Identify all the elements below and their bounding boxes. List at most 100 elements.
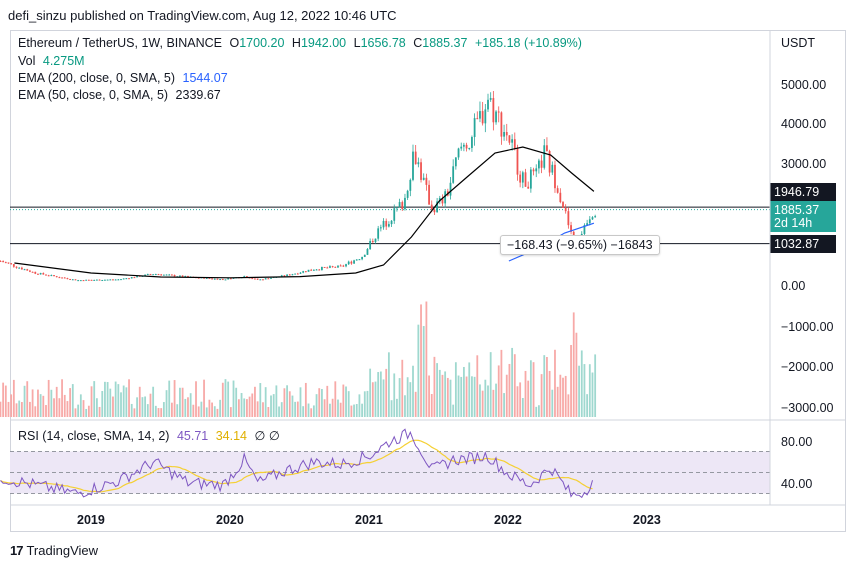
volume-bar — [350, 405, 353, 417]
candle-body — [10, 263, 13, 265]
candle-body — [213, 278, 216, 280]
candle-body — [511, 139, 514, 143]
volume-bar — [213, 406, 216, 417]
x-label-2021: 2021 — [355, 513, 383, 527]
volume-bar — [162, 402, 165, 417]
legend-vol-value: 4.275M — [42, 54, 85, 68]
candle-body — [540, 160, 543, 168]
volume-bar — [559, 374, 562, 417]
volume-bar — [229, 407, 232, 417]
volume-bar — [578, 365, 580, 417]
candle-body — [101, 280, 104, 282]
candle-body — [90, 279, 93, 281]
volume-bar — [430, 394, 433, 417]
volume-bar — [460, 376, 463, 417]
volume-bar — [516, 386, 519, 417]
candle-body — [117, 279, 120, 281]
legend-rsi-label[interactable]: RSI (14, close, SMA, 14, 2) — [18, 429, 170, 443]
candle-body — [495, 111, 497, 123]
candle-body — [125, 278, 128, 280]
legend-ema200-label[interactable]: EMA (200, close, 0, SMA, 5) — [18, 71, 176, 85]
volume-bar — [125, 387, 128, 417]
candle-body — [398, 202, 401, 208]
volume-bar — [294, 401, 297, 417]
volume-bar — [487, 385, 489, 417]
candle-body — [457, 148, 460, 158]
candle-body — [594, 216, 597, 218]
upper-line-badge: 1946.79 — [770, 183, 836, 201]
legend-ema200-value: 1544.07 — [182, 71, 228, 85]
volume-bar — [39, 394, 42, 417]
candle-body — [462, 144, 465, 147]
candle-body — [524, 172, 527, 187]
legend-symbol[interactable]: Ethereum / TetherUS, 1W, BINANCE — [18, 36, 223, 50]
candle-body — [310, 269, 313, 271]
candle-body — [347, 261, 350, 265]
candle-body — [87, 279, 90, 281]
tradingview-footer[interactable]: 17 TradingView — [10, 543, 98, 558]
volume-bar — [278, 406, 280, 417]
candle-body — [294, 273, 297, 275]
volume-bar — [58, 398, 61, 417]
volume-bar — [20, 402, 23, 417]
candle-body — [299, 272, 302, 274]
volume-bar — [444, 371, 447, 417]
candle-body — [23, 269, 26, 271]
candle-body — [63, 277, 66, 279]
candle-body — [548, 150, 551, 173]
legend-ema50-label[interactable]: EMA (50, close, 0, SMA, 5) — [18, 88, 169, 102]
volume-bar — [286, 385, 288, 417]
volume-bar — [106, 382, 109, 417]
axis-label-neg3000: −3000.00 — [781, 401, 834, 415]
volume-bar — [339, 402, 342, 417]
legend-symbol-row: Ethereum / TetherUS, 1W, BINANCE O1700.2… — [18, 36, 586, 50]
volume-bar — [347, 391, 350, 417]
volume-bar — [374, 381, 377, 417]
volume-bar — [586, 394, 589, 417]
candle-body — [219, 279, 222, 281]
candle-body — [503, 132, 505, 137]
candle-body — [243, 276, 246, 278]
volume-bar — [205, 407, 208, 417]
volume-bar — [184, 398, 187, 417]
candle-body — [425, 177, 428, 185]
candle-body — [55, 276, 58, 278]
candle-body — [532, 169, 535, 172]
candle-body — [144, 274, 147, 276]
candle-body — [438, 198, 441, 202]
candle-body — [179, 275, 181, 277]
volume-bar — [532, 362, 535, 417]
candle-body — [283, 275, 286, 277]
volume-bar — [436, 363, 439, 417]
candle-body — [18, 267, 21, 269]
candle-body — [420, 162, 422, 180]
candle-body — [471, 137, 473, 148]
candle-body — [460, 146, 463, 149]
candle-body — [171, 274, 173, 276]
volume-bar — [562, 377, 564, 417]
tradingview-brand: TradingView — [26, 543, 99, 558]
candle-body — [562, 202, 564, 208]
candle-body — [401, 202, 404, 210]
legend-vol-label[interactable]: Vol — [18, 54, 36, 68]
volume-bar — [138, 386, 141, 417]
candle-body — [412, 151, 414, 180]
volume-bar — [572, 312, 575, 417]
published-caption: defi_sinzu published on TradingView.com,… — [8, 8, 397, 23]
volume-bar — [312, 405, 315, 417]
countdown-badge: 2d 14h — [770, 216, 836, 232]
volume-bar — [45, 405, 47, 417]
volume-bar — [50, 389, 53, 417]
candle-body — [371, 240, 374, 243]
volume-bar — [71, 384, 74, 417]
volume-bar — [441, 374, 444, 417]
volume-bar — [248, 396, 251, 417]
volume-bar — [543, 355, 546, 417]
x-label-2022: 2022 — [494, 513, 522, 527]
volume-bar — [310, 408, 313, 417]
volume-bar — [326, 385, 329, 417]
volume-bar — [256, 401, 259, 417]
volume-bar — [406, 377, 409, 417]
candle-body — [254, 278, 256, 280]
